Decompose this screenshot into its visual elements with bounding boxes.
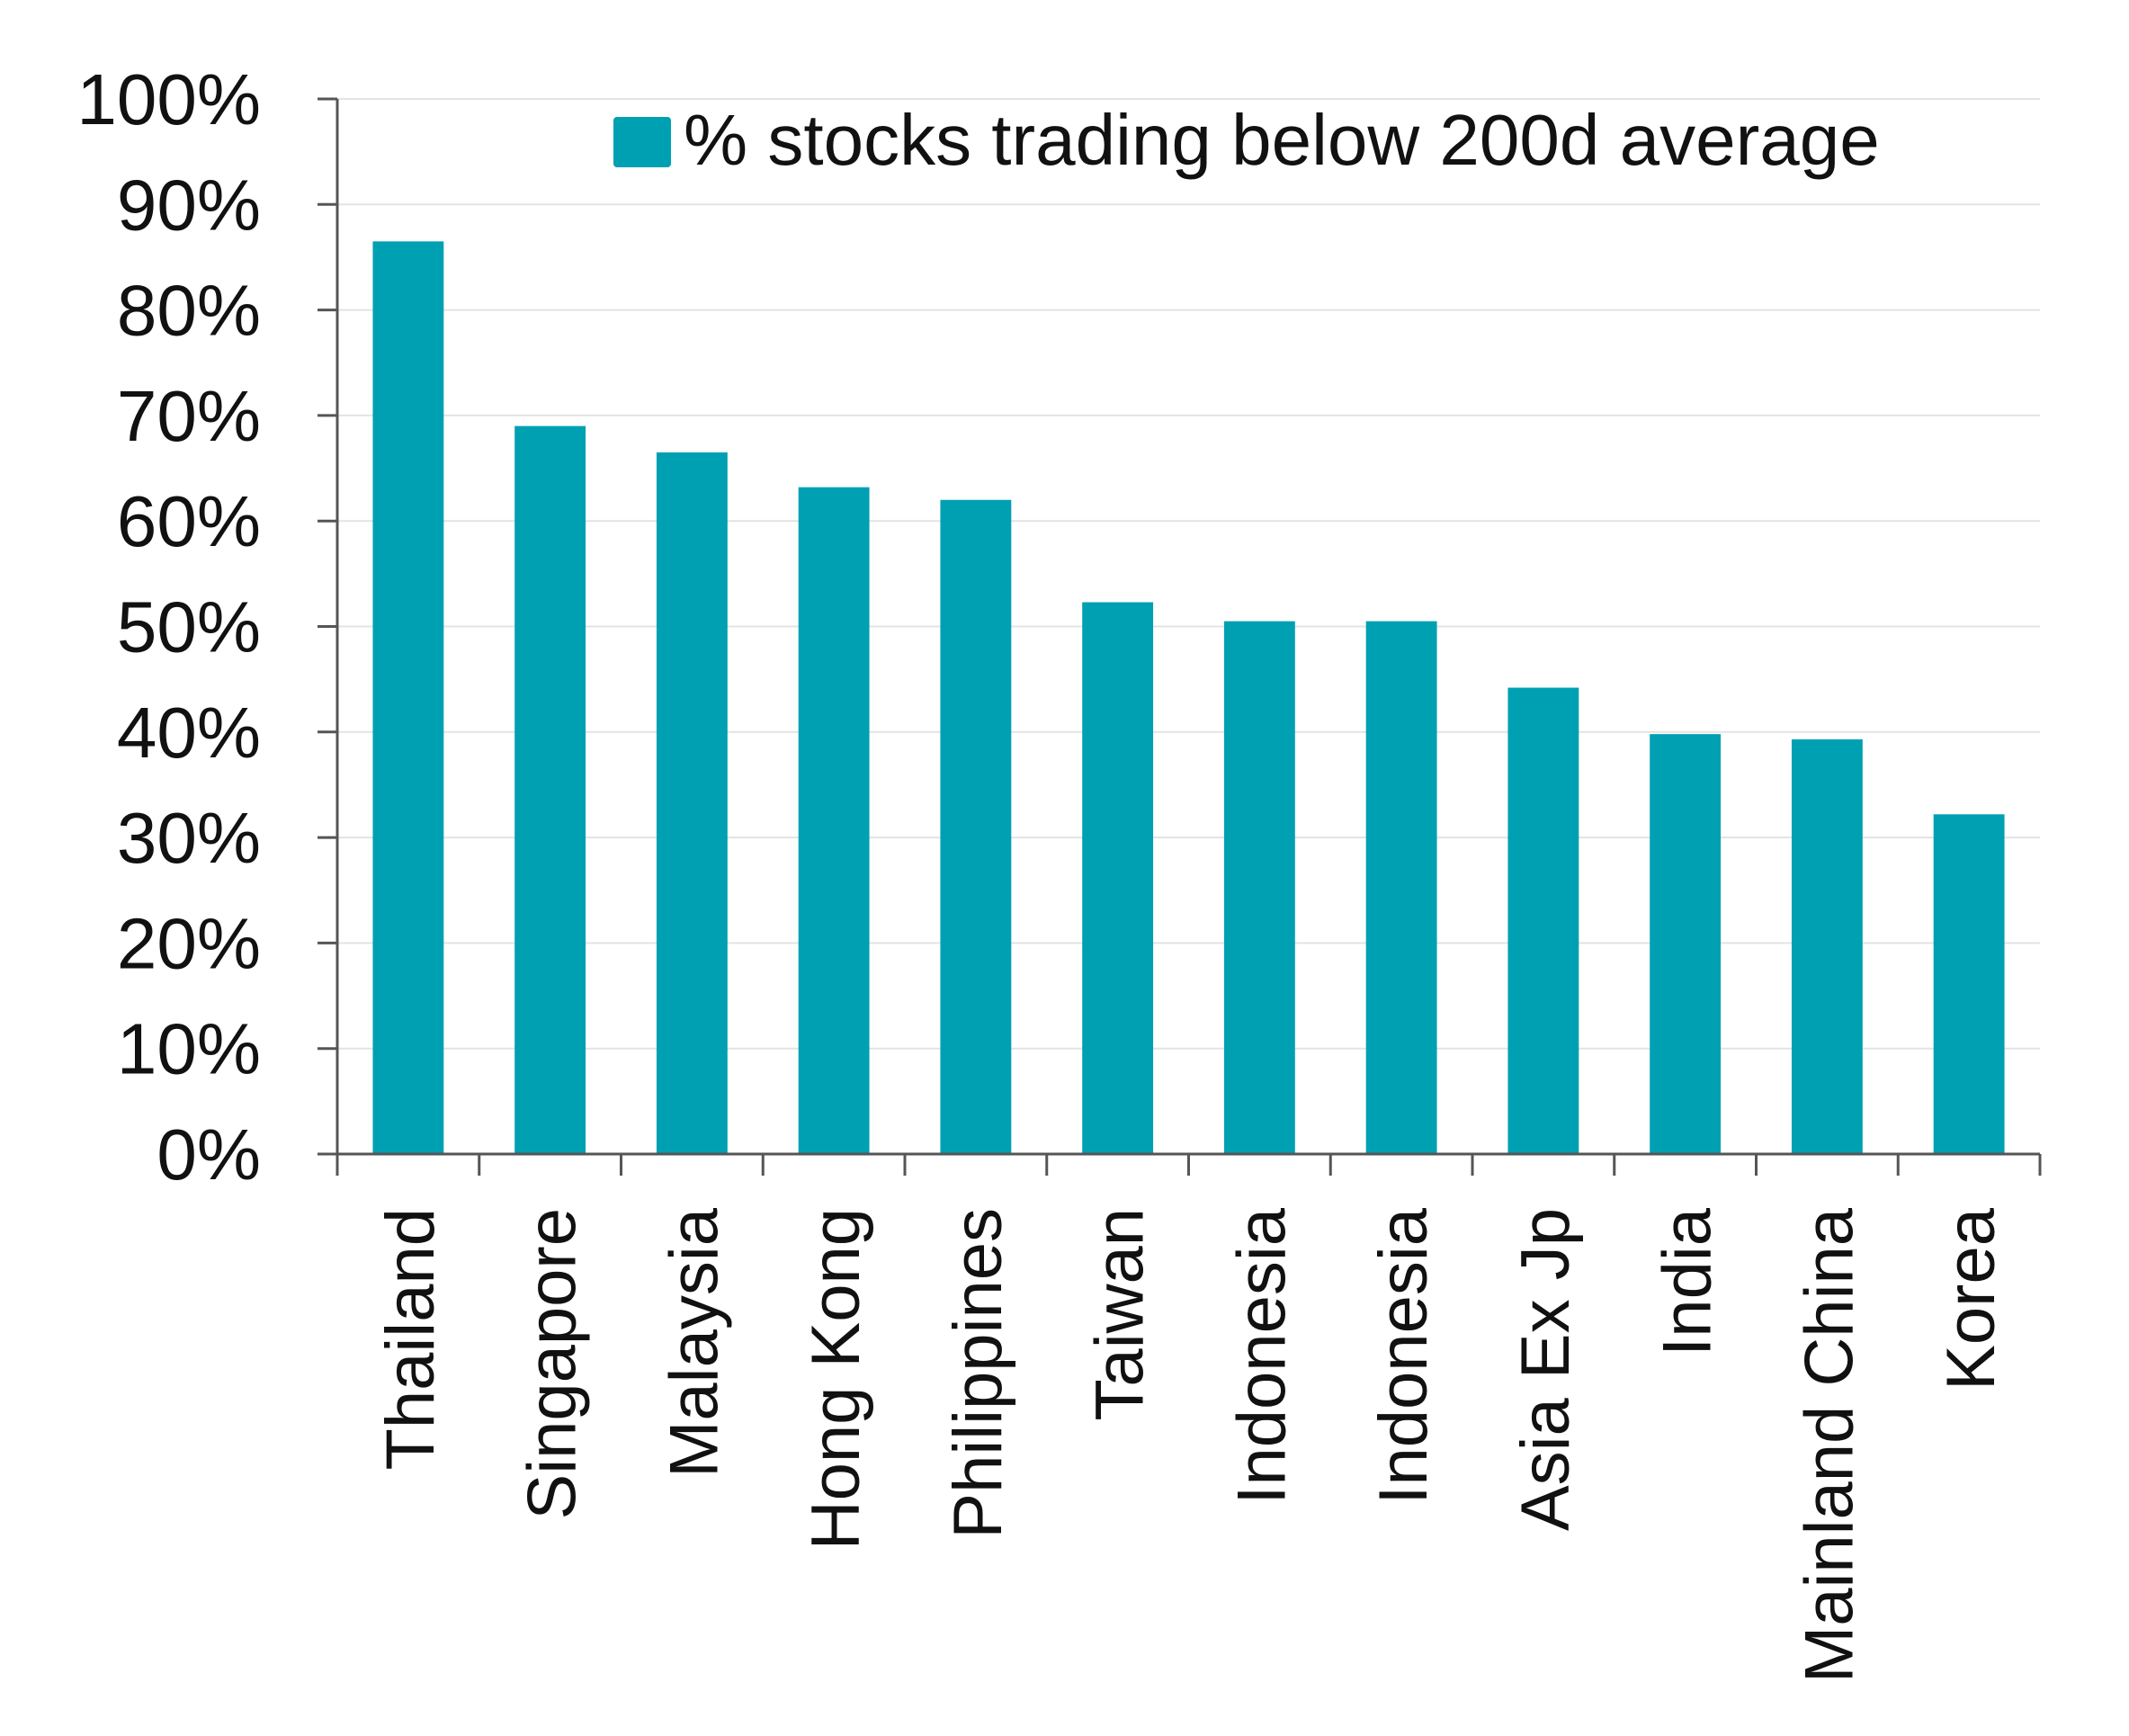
bar [798, 487, 870, 1154]
bar [1650, 734, 1722, 1154]
y-tick-label: 20% [117, 903, 261, 983]
y-tick-label: 50% [117, 587, 261, 667]
x-tick-label: Indonesia [1223, 1207, 1300, 1504]
bar [1082, 602, 1154, 1154]
x-tick-label: Asia Ex Jp [1507, 1208, 1584, 1531]
y-tick-label: 100% [76, 59, 261, 139]
bar [1223, 621, 1295, 1154]
x-tick-label: Philippines [940, 1208, 1016, 1539]
x-tick-label: Korea [1933, 1207, 2009, 1391]
x-tick-label: Taiwan [1082, 1208, 1158, 1421]
x-tick-label: India [1650, 1207, 1726, 1356]
x-tick-label: Mainland China [1791, 1207, 1867, 1683]
bar [1791, 739, 1863, 1154]
bar [1507, 687, 1579, 1154]
x-axis-tick-labels: Thailand Singapore Malaysia Hong Kong Philip… [372, 1207, 2009, 1683]
legend-label: % stocks trading below 200d average [684, 100, 1880, 180]
legend: % stocks trading below 200d average [613, 100, 1880, 180]
bar [514, 425, 586, 1154]
y-tick-label: 70% [117, 376, 261, 456]
bar [656, 452, 728, 1155]
y-tick-label: 10% [117, 1009, 261, 1089]
bar [940, 499, 1012, 1154]
y-tick-label: 0% [157, 1114, 261, 1195]
y-tick-label: 90% [117, 165, 261, 245]
x-tick-label: Thailand [372, 1208, 449, 1471]
x-tick-label: Malaysia [656, 1207, 732, 1478]
bars [372, 241, 2005, 1155]
y-tick-label: 80% [117, 271, 261, 351]
x-tick-label: Singapore [514, 1208, 591, 1520]
x-tick-label: Hong Kong [798, 1208, 874, 1550]
bar [1933, 814, 2005, 1154]
y-tick-label: 60% [117, 481, 261, 561]
axes [318, 97, 2042, 1176]
y-tick-label: 30% [117, 798, 261, 878]
y-axis-tick-labels: 0% 10% 20% 30% 40% 50% 60% 70% 80% 90% 100% [76, 59, 261, 1195]
gridlines [337, 98, 2040, 1050]
bar [1365, 621, 1437, 1154]
bar [372, 241, 444, 1155]
y-tick-label: 40% [117, 693, 261, 773]
x-tick-label: Indonesia [1365, 1207, 1442, 1504]
legend-swatch [613, 117, 671, 167]
